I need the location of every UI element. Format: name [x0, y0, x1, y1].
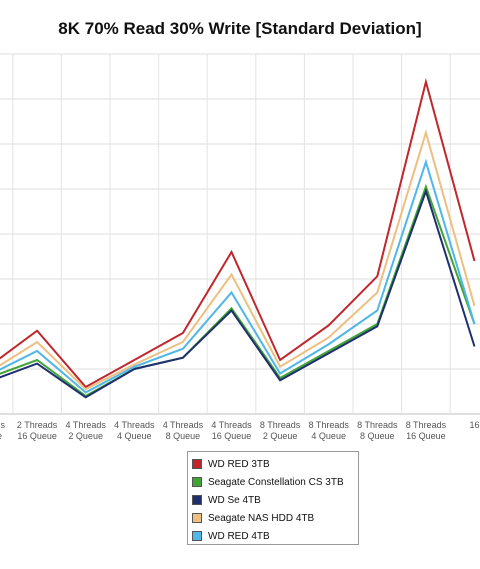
x-tick-label: 16	[469, 420, 479, 430]
legend-swatch	[192, 459, 202, 469]
legend-label: WD RED 4TB	[208, 530, 270, 542]
legend-label: WD Se 4TB	[208, 494, 261, 506]
legend-item: WD RED 4TB	[192, 527, 354, 545]
x-tick-label: 4 Threads	[211, 420, 252, 430]
x-tick-label: 8 Queue	[166, 431, 201, 441]
x-tick-label: 8 Threads	[406, 420, 447, 430]
x-tick-label: 4 Threads	[66, 420, 107, 430]
x-tick-label: Threads	[0, 420, 6, 430]
x-tick-label: 16 Queue	[17, 431, 57, 441]
legend-swatch	[192, 531, 202, 541]
legend-item: Seagate Constellation CS 3TB	[192, 473, 354, 491]
legend-swatch	[192, 477, 202, 487]
x-tick-label: 16 Queue	[212, 431, 252, 441]
x-tick-label: 8 Threads	[309, 420, 350, 430]
legend-label: Seagate Constellation CS 3TB	[208, 476, 344, 488]
series-line	[0, 129, 476, 391]
series-line	[0, 158, 476, 394]
series-line	[0, 188, 476, 399]
x-tick-label: Queue	[0, 431, 2, 441]
x-tick-label: 2 Queue	[263, 431, 298, 441]
x-tick-label: 4 Queue	[311, 431, 346, 441]
x-tick-label: 8 Threads	[357, 420, 398, 430]
x-tick-label: 8 Threads	[260, 420, 301, 430]
legend-item: WD RED 3TB	[192, 455, 354, 473]
legend-swatch	[192, 495, 202, 505]
legend-item: WD Se 4TB	[192, 491, 354, 509]
x-tick-label: 2 Queue	[68, 431, 103, 441]
x-tick-label: 16 Queue	[406, 431, 446, 441]
x-tick-label: 2 Threads	[17, 420, 58, 430]
legend-label: Seagate NAS HDD 4TB	[208, 512, 315, 524]
grid-layer	[0, 53, 480, 415]
x-tick-label: 8 Queue	[360, 431, 395, 441]
series-line	[0, 77, 476, 389]
x-tick-label: 4 Queue	[117, 431, 152, 441]
legend: WD RED 3TB Seagate Constellation CS 3TB WD…	[187, 451, 359, 545]
legend-swatch	[192, 513, 202, 523]
x-tick-label: 4 Threads	[163, 420, 204, 430]
series-line	[0, 183, 476, 398]
chart-title: 8K 70% Read 30% Write [Standard Deviatio…	[58, 19, 422, 38]
legend-item: Seagate NAS HDD 4TB	[192, 509, 354, 527]
series-layer	[0, 77, 476, 399]
legend-label: WD RED 3TB	[208, 458, 270, 470]
x-tick-label: 4 Threads	[114, 420, 155, 430]
